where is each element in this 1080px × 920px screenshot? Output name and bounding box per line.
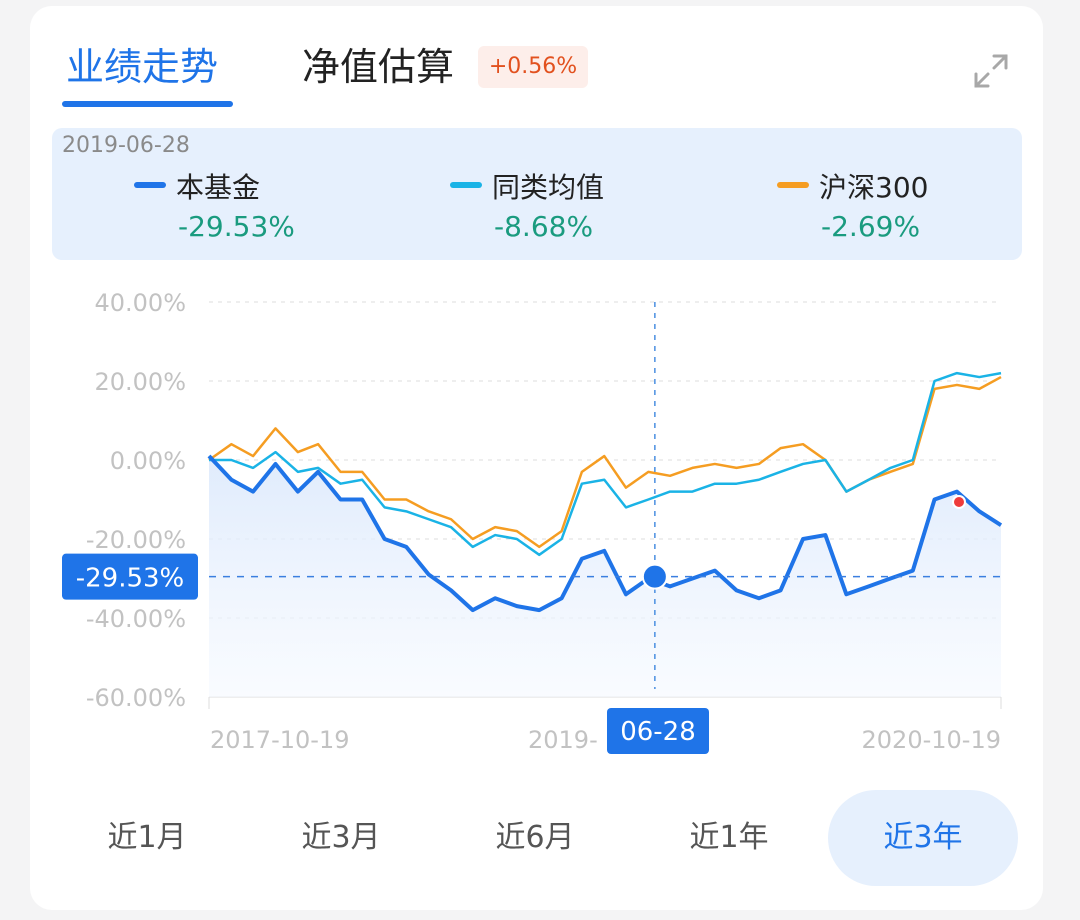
y-tick-label: 0.00% [110, 447, 186, 475]
range-3-months[interactable]: 近3月 [301, 820, 381, 855]
active-tab-indicator [62, 101, 233, 107]
expand-icon[interactable] [972, 52, 1010, 90]
legend-value: -29.53% [178, 210, 295, 243]
x-tick-label: 2017-10-19 [210, 726, 349, 754]
legend-date: 2019-06-28 [62, 133, 190, 158]
y-tick-label: 20.00% [94, 368, 186, 396]
y-crosshair-label: -29.53% [76, 564, 185, 594]
legend-panel [52, 128, 1022, 260]
marker-dot [952, 495, 966, 509]
legend-swatch [450, 182, 482, 188]
tab-performance-trend[interactable]: 业绩走势 [66, 45, 219, 89]
estimate-change-badge: +0.56% [478, 46, 588, 88]
legend-name: 同类均值 [492, 171, 605, 204]
range-3-years[interactable]: 近3年 [828, 790, 1018, 886]
x-crosshair-badge [607, 708, 709, 754]
range-1-year[interactable]: 近1年 [689, 820, 769, 855]
range-1-month[interactable]: 近1月 [107, 820, 187, 855]
y-tick-label: -60.00% [86, 684, 186, 712]
tab-nav-estimate[interactable]: 净值估算 [302, 45, 455, 89]
legend-name: 沪深300 [819, 171, 929, 204]
y-tick-label: 40.00% [94, 289, 186, 317]
y-tick-label: -40.00% [86, 605, 186, 633]
crosshair-point [641, 563, 668, 590]
legend-value: -8.68% [494, 210, 594, 243]
x-crosshair-label: 06-28 [620, 717, 696, 747]
performance-chart[interactable]: -29.53% 06-28 40.00% 20.00% 0.00% -20.00% -40… [0, 270, 1080, 770]
legend-swatch [777, 182, 809, 188]
legend-value: -2.69% [821, 210, 921, 243]
x-tick-label: 2020-10-19 [862, 726, 1001, 754]
legend-name: 本基金 [176, 171, 261, 204]
x-tick-label: 2019- [528, 726, 598, 754]
y-tick-label: -20.00% [86, 526, 186, 554]
legend-swatch [134, 182, 166, 188]
y-crosshair-badge [62, 553, 198, 600]
range-6-months[interactable]: 近6月 [495, 820, 575, 855]
